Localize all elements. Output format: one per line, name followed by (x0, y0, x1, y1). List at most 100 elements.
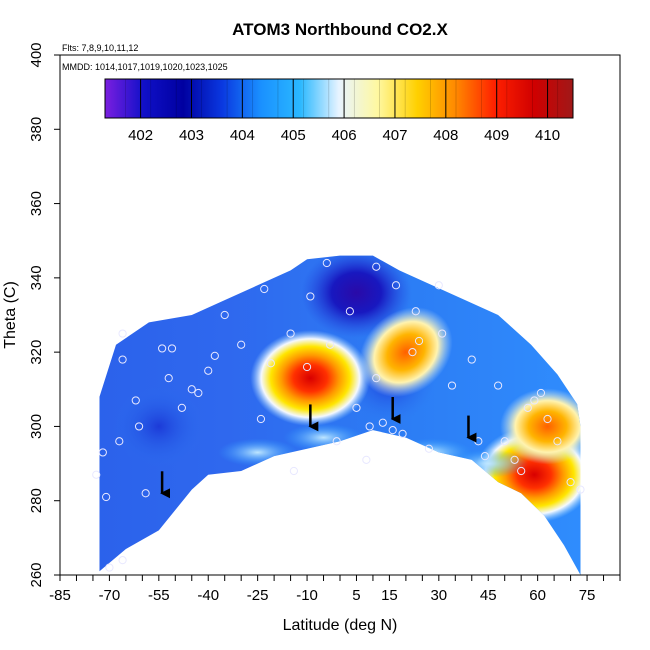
x-tick-label: -10 (296, 587, 318, 604)
flights-note: Flts: 7,8,9,10,11,12 (62, 43, 138, 53)
sample-point (500, 437, 509, 446)
sample-point (352, 403, 361, 412)
colorbar-label: 405 (281, 127, 306, 144)
x-tick-label: 15 (381, 587, 398, 604)
sample-point (158, 344, 167, 353)
sample-point (167, 344, 177, 353)
sample-point (115, 437, 124, 446)
colorbar-label: 404 (230, 127, 255, 144)
light-band-0 (217, 438, 298, 467)
y-tick-label: 320 (28, 340, 45, 365)
x-tick-label: -55 (148, 587, 170, 604)
sample-point (256, 414, 266, 424)
dates-note: MMDD: 1014,1017,1019,1020,1023,1025 (62, 62, 228, 72)
x-tick-label: -85 (49, 587, 71, 604)
x-tick-label: 75 (579, 587, 596, 604)
sample-point (543, 414, 552, 424)
y-tick-label: 280 (28, 488, 45, 513)
sample-point (372, 262, 381, 271)
sample-point (134, 422, 144, 431)
sample-point (566, 478, 575, 487)
sample-point (388, 426, 397, 435)
sample-point (98, 448, 107, 457)
sample-point (576, 485, 585, 494)
sample-point (553, 437, 562, 446)
colorbar-label: 402 (128, 127, 153, 144)
y-tick-label: 260 (28, 562, 45, 587)
sample-point (289, 466, 298, 476)
sample-point (194, 388, 203, 398)
sample-point (204, 366, 213, 375)
sample-point (306, 292, 315, 301)
y-tick-label: 300 (28, 414, 45, 439)
hotspot-1 (359, 307, 453, 398)
colorbar-label: 407 (382, 127, 407, 144)
sample-point (141, 489, 150, 498)
sample-point (438, 329, 447, 338)
y-axis-label: Theta (C) (2, 281, 19, 349)
x-axis: -85 -70 -55 -40 -25 -10 5 15 30 45 60 75 (49, 575, 621, 604)
sample-point (237, 340, 246, 349)
colorbar-label: 406 (332, 127, 357, 144)
chart-title: ATOM3 Northbound CO2.X (232, 20, 448, 39)
sample-point (345, 307, 354, 316)
sample-point (411, 307, 420, 316)
x-tick-label: 5 (352, 587, 360, 604)
sample-point (365, 422, 374, 431)
x-tick-label: -70 (99, 587, 121, 604)
colorbar-fill (104, 78, 574, 119)
sample-point (523, 403, 532, 412)
sample-point (494, 381, 503, 390)
flight-arrows (160, 397, 477, 499)
sample-point (118, 355, 127, 364)
light-band-1 (283, 423, 364, 452)
sample-point (378, 418, 387, 427)
sample-point (434, 281, 443, 290)
y-axis: 260 280 300 320 340 360 380 400 (28, 42, 60, 588)
x-tick-label: 30 (430, 587, 447, 604)
colorbar-label: 409 (484, 127, 509, 144)
sample-point (118, 329, 127, 338)
sample-point (118, 556, 127, 565)
sample-point (398, 429, 407, 438)
sample-point (177, 403, 186, 412)
sample-point (391, 281, 401, 290)
sample-point (536, 388, 546, 398)
y-tick-label: 340 (28, 265, 45, 290)
sample-points (92, 258, 585, 572)
sample-point (322, 258, 331, 268)
sample-point (372, 374, 381, 383)
y-tick-label: 400 (28, 42, 45, 67)
sample-point (424, 444, 434, 453)
sample-point (164, 374, 173, 383)
x-tick-label: 60 (529, 587, 546, 604)
sample-point (362, 455, 371, 464)
sample-point (286, 329, 295, 338)
sample-point (266, 359, 275, 368)
hotspot-0 (250, 330, 371, 427)
colorbar-label: 408 (433, 127, 458, 144)
sample-point (105, 563, 114, 572)
y-tick-label: 380 (28, 117, 45, 142)
sample-point (102, 492, 111, 502)
sample-point (210, 351, 219, 360)
sample-point (326, 340, 335, 349)
sample-point (467, 355, 476, 364)
sample-point (220, 310, 229, 320)
sample-point (517, 466, 526, 476)
sample-point (408, 348, 417, 357)
colorbar-label: 410 (535, 127, 560, 144)
sample-point (510, 455, 519, 464)
sample-point (447, 381, 457, 390)
sample-point (131, 396, 140, 405)
x-tick-label: -40 (197, 587, 219, 604)
y-tick-label: 360 (28, 191, 45, 216)
low-region-0 (301, 255, 412, 338)
colorbar-label: 403 (179, 127, 204, 144)
sample-point (260, 284, 269, 294)
low-region-2 (113, 386, 204, 467)
x-tick-label: -25 (247, 587, 269, 604)
sample-point (92, 470, 101, 479)
sample-point (332, 437, 341, 446)
